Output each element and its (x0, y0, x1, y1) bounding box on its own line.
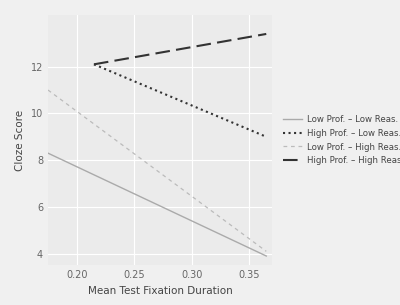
Legend: Low Prof. – Low Reas., High Prof. – Low Reas., Low Prof. – High Reas., High Prof: Low Prof. – Low Reas., High Prof. – Low … (281, 113, 400, 168)
X-axis label: Mean Test Fixation Duration: Mean Test Fixation Duration (88, 286, 232, 296)
Y-axis label: Cloze Score: Cloze Score (15, 110, 25, 171)
